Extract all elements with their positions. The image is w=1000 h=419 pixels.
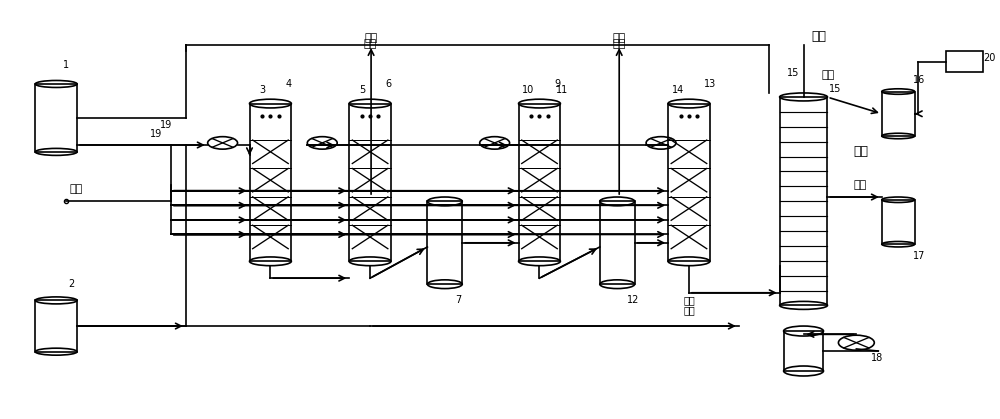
Text: 15: 15	[787, 68, 800, 78]
Text: 污水: 污水	[364, 33, 378, 43]
Text: 15: 15	[828, 84, 841, 94]
Text: 20: 20	[983, 52, 995, 62]
Text: 1: 1	[63, 60, 69, 70]
Text: 汽油: 汽油	[811, 30, 826, 43]
Text: 10: 10	[522, 85, 535, 95]
Text: 2: 2	[68, 279, 74, 289]
Text: 7: 7	[455, 295, 461, 305]
Text: 4: 4	[285, 79, 292, 89]
Text: 氢气: 氢气	[69, 184, 82, 194]
Text: 17: 17	[913, 251, 926, 261]
Text: 尾油: 尾油	[683, 295, 695, 305]
Text: 5: 5	[359, 85, 365, 95]
Text: 19: 19	[150, 129, 162, 139]
Text: 汽油: 汽油	[822, 70, 835, 80]
Text: 11: 11	[556, 85, 569, 95]
Text: 3: 3	[259, 85, 265, 95]
Text: 12: 12	[627, 295, 640, 305]
Text: 13: 13	[704, 79, 716, 89]
Text: 14: 14	[672, 85, 684, 95]
Text: 6: 6	[385, 79, 391, 89]
Text: 16: 16	[913, 75, 925, 85]
Text: 9: 9	[554, 79, 561, 89]
Text: 污水: 污水	[363, 39, 377, 49]
Text: 柴油: 柴油	[853, 145, 868, 158]
Text: 尾油: 尾油	[683, 305, 695, 315]
Text: 污水: 污水	[613, 39, 626, 49]
Text: 19: 19	[160, 120, 172, 130]
Text: 污水: 污水	[613, 33, 626, 43]
Text: 柴油: 柴油	[853, 179, 867, 189]
Text: 18: 18	[871, 353, 884, 363]
